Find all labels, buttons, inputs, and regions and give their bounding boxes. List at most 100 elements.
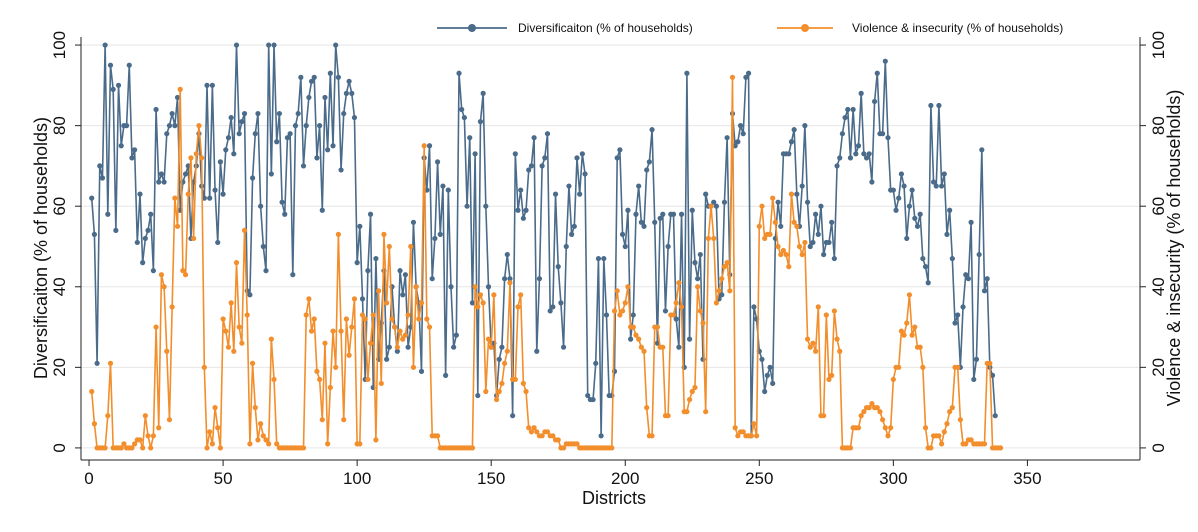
diversification-point [689, 207, 695, 213]
diversification-point [984, 276, 990, 282]
left-y-tick-label: 100 [50, 31, 69, 59]
diversification-point [767, 364, 773, 370]
diversification-point [582, 171, 588, 177]
violence-point [928, 445, 934, 451]
violence-point [217, 445, 224, 451]
diversification-point [837, 155, 843, 161]
violence-point [901, 332, 907, 338]
violence-point [327, 384, 333, 391]
diversification-point [947, 207, 953, 213]
violence-point [161, 284, 167, 290]
diversification-point [349, 90, 355, 96]
violence-point [378, 380, 384, 387]
diversification-point [898, 171, 904, 177]
diversification-point [555, 264, 561, 270]
diversification-point [314, 155, 320, 161]
violence-point [611, 308, 618, 314]
violence-point [767, 231, 773, 237]
diversification-point [834, 163, 840, 169]
diversification-point [137, 191, 143, 197]
diversification-point [973, 356, 980, 362]
diversification-point [126, 62, 132, 68]
violence-point [169, 304, 175, 310]
diversification-point [266, 42, 272, 48]
violence-point [330, 328, 336, 334]
diversification-point [520, 215, 526, 221]
diversification-point [802, 123, 808, 129]
diversification-point [367, 211, 374, 217]
diversification-point [695, 276, 701, 282]
diversification-point [228, 114, 234, 121]
diversification-point [842, 114, 848, 121]
violence-point [408, 243, 414, 250]
violence-point [724, 260, 730, 266]
violence-point [550, 433, 556, 439]
diversification-point [319, 207, 325, 213]
diversification-point [670, 211, 677, 217]
diversification-point [737, 123, 744, 129]
x-axis-title: Districts [582, 488, 646, 508]
violence-point [804, 336, 811, 342]
diversification-point [944, 231, 950, 237]
left-y-tick-label: 80 [50, 116, 69, 135]
diversification-point [268, 171, 274, 177]
diversification-point [697, 251, 703, 258]
diversification-point [456, 70, 462, 76]
violence-point [268, 336, 274, 342]
diversification-point [550, 304, 556, 310]
diversification-point [914, 223, 921, 229]
diversification-point [496, 356, 502, 362]
diversification-point [547, 308, 553, 314]
diversification-point [662, 308, 669, 314]
violence-point [644, 405, 650, 411]
diversification-point [534, 348, 540, 354]
violence-point [944, 421, 950, 427]
violence-point [148, 445, 154, 451]
violence-point [534, 429, 540, 435]
violence-point [711, 235, 717, 242]
violence-point [370, 312, 376, 318]
violence-point [855, 425, 862, 431]
diversification-point [215, 239, 221, 246]
violence-point [630, 324, 636, 330]
diversification-point [971, 376, 977, 383]
diversification-point [965, 276, 972, 282]
diversification-point [115, 82, 122, 88]
violence-point [193, 151, 199, 157]
diversification-point [775, 199, 781, 205]
violence-point [150, 433, 156, 439]
violence-point [936, 433, 942, 439]
diversification-point [418, 368, 425, 374]
diversification-point [955, 312, 961, 318]
diversification-point [351, 114, 358, 121]
violence-point [523, 388, 529, 395]
diversification-point [333, 42, 339, 48]
violence-point [649, 433, 655, 439]
diversification-point [660, 211, 666, 217]
diversification-point [786, 151, 792, 157]
violence-point [912, 324, 918, 330]
x-tick-label: 300 [879, 469, 907, 488]
violence-point [703, 409, 709, 415]
violence-point [220, 316, 226, 322]
diversification-point [217, 159, 224, 165]
violence-point [697, 308, 703, 314]
diversification-point [638, 219, 644, 225]
violence-point [997, 445, 1004, 451]
diversification-point [810, 239, 816, 246]
diversification-point [156, 179, 162, 185]
diversification-point [595, 255, 602, 262]
diversification-point [365, 268, 371, 274]
violence-point [225, 344, 232, 350]
violence-point [896, 364, 902, 370]
violence-point [233, 260, 240, 266]
diversification-point [150, 268, 156, 274]
violence-point [909, 332, 915, 338]
diversification-point [327, 70, 333, 76]
violence-point [89, 388, 95, 395]
diversification-point [295, 110, 301, 117]
diversification-point [617, 147, 623, 153]
diversification-point [770, 380, 776, 387]
violence-point [483, 388, 489, 395]
diversification-point [140, 260, 146, 266]
